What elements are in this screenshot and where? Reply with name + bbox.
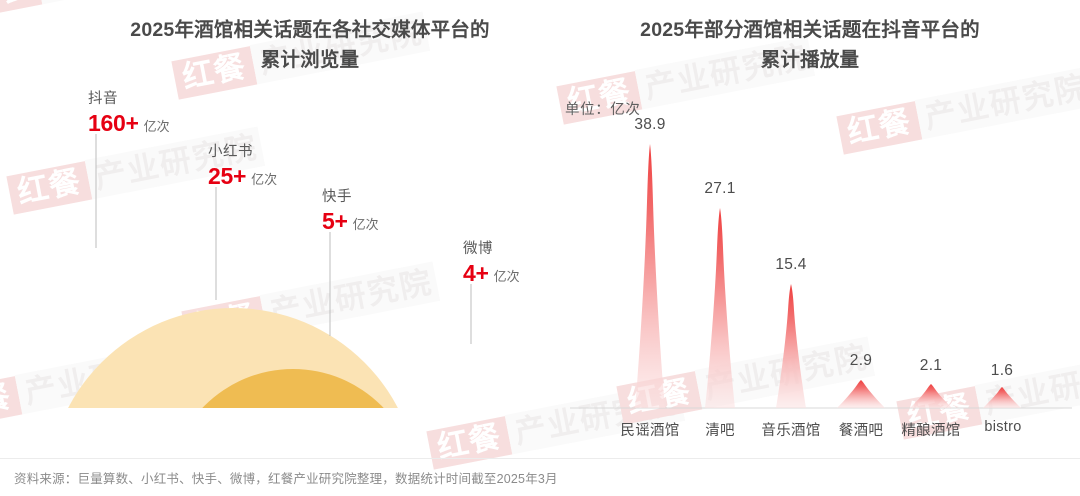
bubble-value: 25+ [208, 162, 247, 189]
spike-chart: 38.9 27.1 15.4 2.9 2.1 1.6 民谣酒馆 清吧 音乐酒馆 … [560, 72, 1080, 452]
spike-category-label: 精酿酒馆 [901, 423, 961, 439]
bubble-label-weibo: 微博 4+ 亿次 [463, 240, 520, 286]
footer-divider [0, 458, 1080, 459]
watermark-text: 产业研究院 [34, 0, 216, 5]
bubble-value: 4+ [463, 259, 489, 286]
spike-value-label: 2.9 [849, 352, 873, 369]
left-chart-title: 2025年酒馆相关话题在各社交媒体平台的 累计浏览量 [130, 19, 490, 71]
spike-bar-yinyuejiuguan [776, 284, 806, 408]
watermark-badge: 红餐 [0, 0, 43, 20]
bubble-platform-name: 小红书 [208, 144, 253, 160]
bubble-label-kuaishou: 快手 5+ 亿次 [322, 188, 379, 234]
bubble-value: 5+ [322, 207, 348, 234]
bubble-unit: 亿次 [352, 216, 379, 232]
spike-category-label: 民谣酒馆 [620, 423, 680, 439]
spike-bar-bistro [983, 387, 1021, 408]
bubble-unit: 亿次 [251, 171, 278, 187]
spike-value-label: 27.1 [704, 180, 736, 197]
bubble-xiaohongshu [202, 369, 384, 408]
spike-category-label: 清吧 [705, 423, 735, 439]
source-note: 资料来源：巨量算数、小红书、快手、微博，红餐产业研究院整理，数据统计时间截至20… [14, 472, 558, 486]
spike-bar-qingba [705, 208, 735, 408]
spike-value-label: 2.1 [919, 357, 943, 374]
bubble-chart: 抖音 160+ 亿次 小红书 25+ 亿次 快手 5+ 亿次 微博 4+ [0, 72, 560, 412]
spike-value-label: 15.4 [775, 256, 807, 273]
spike-category-label: 音乐酒馆 [761, 423, 821, 439]
bubble-label-xiaohongshu: 小红书 25+ 亿次 [208, 143, 277, 189]
bubble-unit: 亿次 [143, 118, 170, 134]
spike-bar-canjiuba [837, 380, 885, 408]
bubble-platform-name: 快手 [322, 189, 352, 205]
right-chart-title: 2025年部分酒馆相关话题在抖音平台的 累计播放量 [640, 19, 980, 71]
bubble-value: 160+ [88, 109, 139, 136]
bubble-label-douyin: 抖音 160+ 亿次 [88, 90, 170, 136]
spike-value-label: 1.6 [990, 362, 1014, 379]
bubble-kuaishou [323, 408, 495, 412]
bubble-platform-name: 抖音 [88, 91, 118, 107]
bubble-unit: 亿次 [493, 268, 520, 284]
bubble-group [68, 308, 495, 412]
right-chart-unit-note: 单位：亿次 [565, 102, 641, 118]
spike-bar-minyaojiuguan [635, 144, 665, 408]
spike-category-label: bistro [984, 419, 1022, 435]
watermark-badge: 红餐 [426, 415, 513, 470]
spike-category-label: 餐酒吧 [838, 423, 884, 439]
spike-bar-jingniangjiuguan [910, 384, 952, 408]
bubble-platform-name: 微博 [463, 241, 493, 257]
